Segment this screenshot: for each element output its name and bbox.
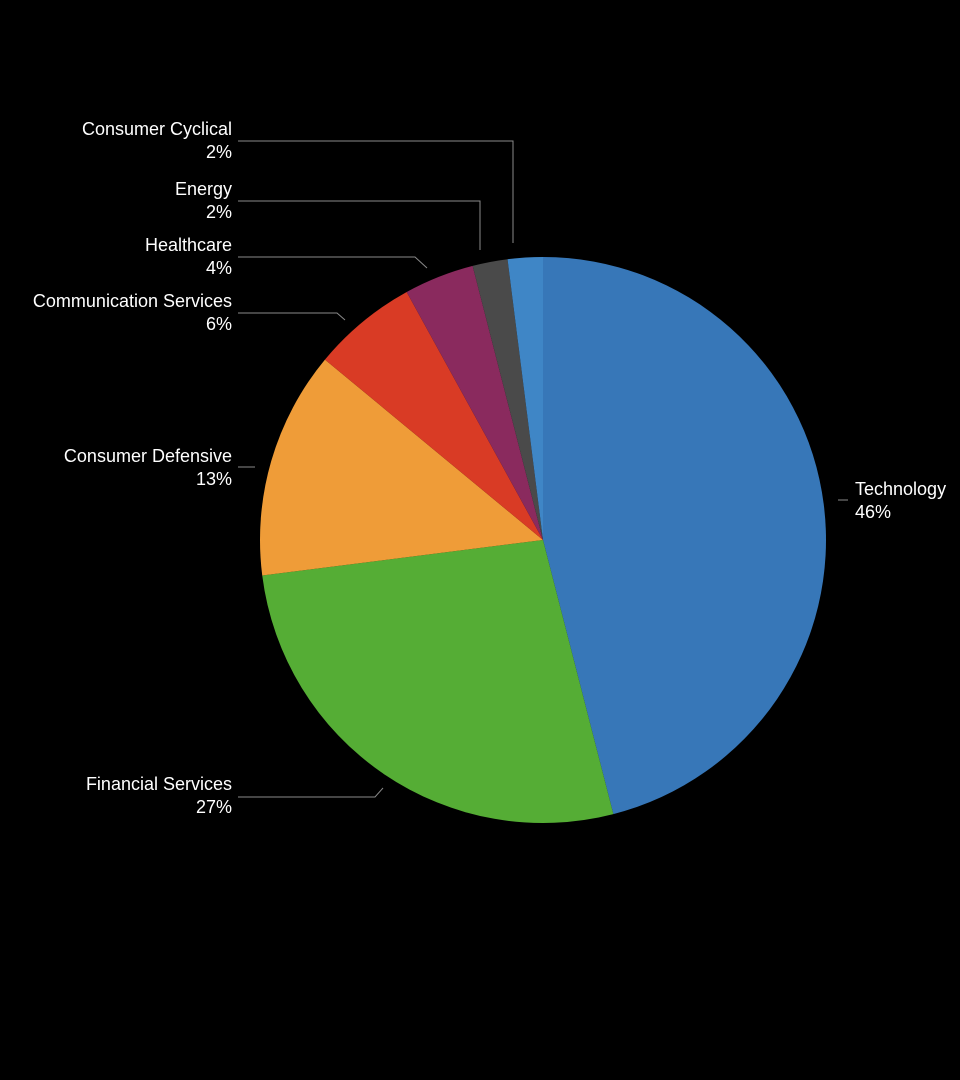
leader-line	[238, 787, 384, 798]
slice-value-label: 6%	[206, 314, 232, 334]
slice-label: Consumer Defensive	[64, 446, 232, 466]
slice-label: Technology	[855, 479, 946, 499]
pie-slice	[543, 257, 827, 815]
pie-slice	[406, 265, 543, 540]
slice-value-label: 27%	[196, 797, 232, 817]
leader-line	[238, 140, 514, 243]
leader-line	[238, 312, 346, 321]
pie-slice	[262, 540, 614, 823]
slice-value-label: 2%	[206, 142, 232, 162]
leader-line	[238, 256, 428, 269]
slice-value-label: 13%	[196, 469, 232, 489]
pie-slice	[472, 259, 543, 540]
pie-slice	[260, 359, 543, 576]
slice-value-label: 4%	[206, 258, 232, 278]
slice-label: Financial Services	[86, 774, 232, 794]
pie-slice	[324, 292, 543, 540]
slice-value-label: 46%	[855, 502, 891, 522]
slice-label: Healthcare	[145, 235, 232, 255]
slice-label: Energy	[175, 179, 232, 199]
leader-line	[238, 200, 481, 250]
slice-label: Communication Services	[33, 291, 232, 311]
slice-label: Consumer Cyclical	[82, 119, 232, 139]
slice-value-label: 2%	[206, 202, 232, 222]
pie-slice	[507, 257, 543, 540]
